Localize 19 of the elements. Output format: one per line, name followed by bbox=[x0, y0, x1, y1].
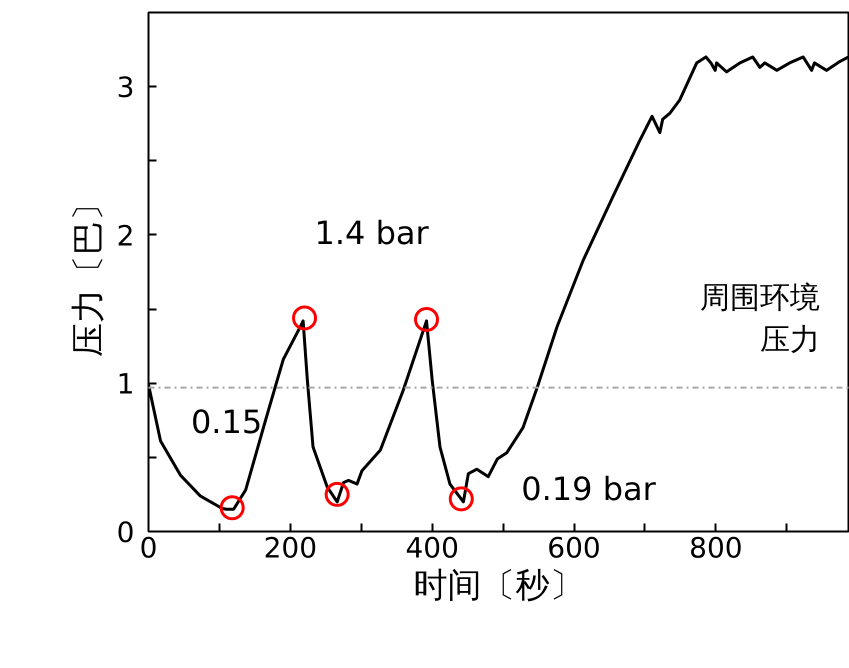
annotation: 0.15 bbox=[190, 402, 262, 441]
y-tick-label: 2 bbox=[116, 219, 135, 252]
ref-line-label: 周围环境压力 bbox=[700, 280, 820, 358]
point bbox=[448, 486, 474, 512]
y-axis-title: 压力〔巴〕 bbox=[68, 187, 109, 357]
point bbox=[414, 306, 440, 332]
x-tick-label: 800 bbox=[689, 532, 743, 564]
x-tick-label: 0 bbox=[140, 532, 158, 564]
annotation: 0.19 bar bbox=[521, 470, 657, 508]
point bbox=[292, 305, 318, 330]
y-tick-label: 3 bbox=[116, 71, 135, 104]
x-axis-title: 时间〔秒〕 bbox=[414, 566, 584, 606]
point bbox=[324, 482, 350, 507]
x-tick-label: 600 bbox=[547, 532, 601, 564]
x-tick-label: 200 bbox=[264, 532, 318, 564]
point bbox=[220, 495, 245, 520]
annotation: 1.4 bar bbox=[314, 214, 430, 252]
y-tick-label: 1 bbox=[116, 368, 135, 401]
x-tick-label: 400 bbox=[405, 532, 459, 564]
